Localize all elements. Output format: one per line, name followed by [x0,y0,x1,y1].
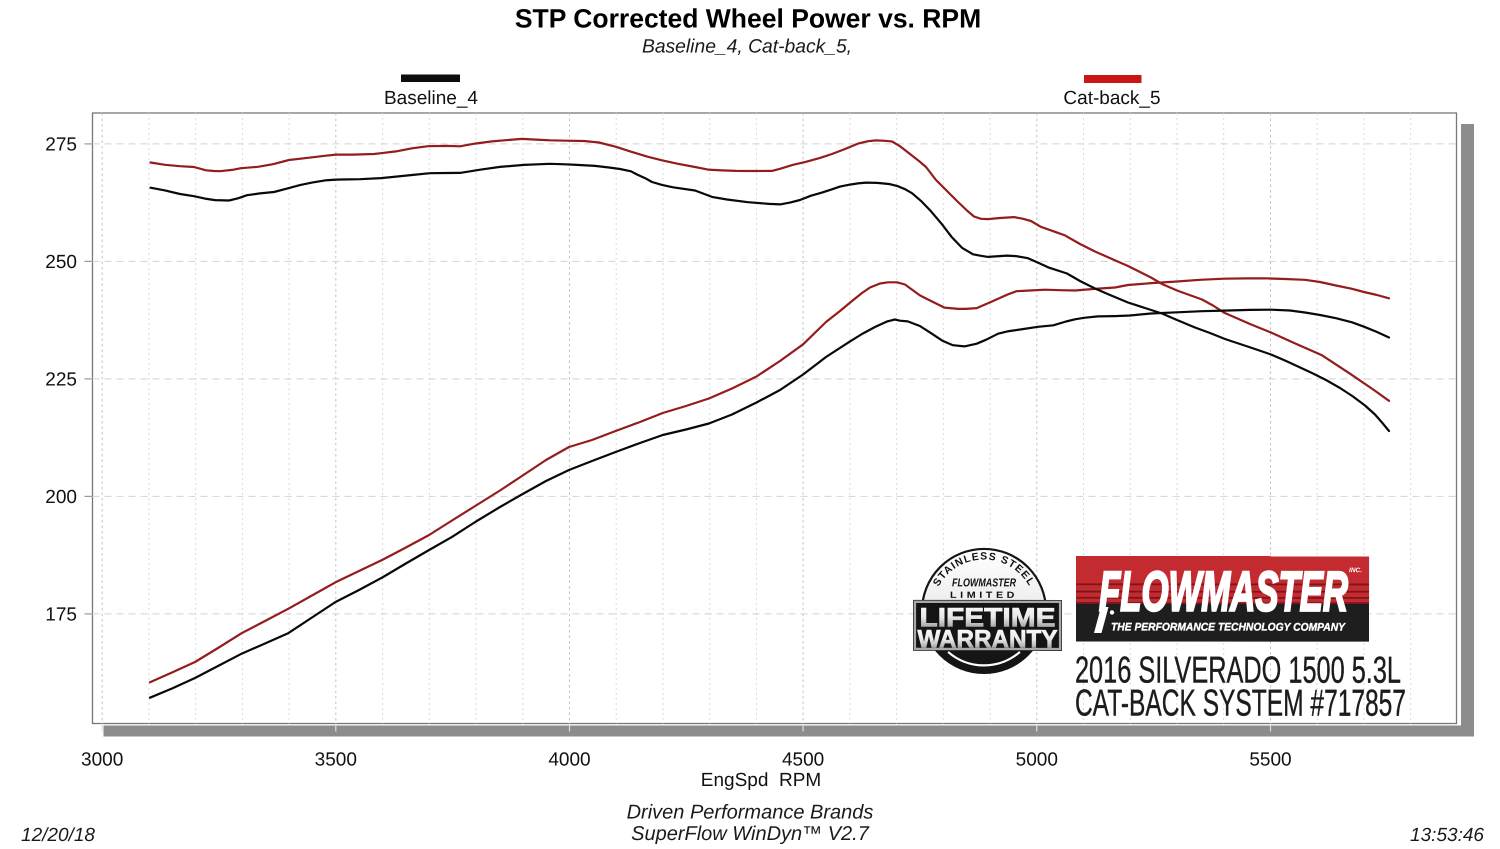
svg-text:WARRANTY: WARRANTY [917,625,1057,653]
svg-text:Cat-back_5: Cat-back_5 [1063,88,1160,109]
svg-text:5500: 5500 [1249,750,1291,771]
svg-text:4000: 4000 [548,750,590,771]
svg-text:200: 200 [45,487,77,508]
svg-text:4500: 4500 [782,750,824,771]
svg-text:13:53:46: 13:53:46 [1410,825,1484,844]
svg-text:Baseline_4: Baseline_4 [384,88,478,109]
svg-text:FLOWMASTER: FLOWMASTER [1099,559,1348,622]
svg-text:Baseline_4, Cat-back_5,: Baseline_4, Cat-back_5, [642,37,852,58]
svg-text:SuperFlow WinDyn™ V2.7: SuperFlow WinDyn™ V2.7 [631,823,870,844]
svg-text:FLOWMASTER: FLOWMASTER [952,577,1017,589]
svg-text:12/20/18: 12/20/18 [21,825,95,844]
svg-text:250: 250 [45,252,77,273]
svg-text:CAT-BACK SYSTEM #717857: CAT-BACK SYSTEM #717857 [1075,681,1406,723]
svg-text:THE PERFORMANCE TECHNOLOGY COM: THE PERFORMANCE TECHNOLOGY COMPANY [1111,621,1347,633]
svg-text:EngSpd RPM: EngSpd RPM [701,770,821,791]
svg-text:Driven Performance Brands: Driven Performance Brands [627,802,874,824]
svg-text:5000: 5000 [1016,750,1058,771]
svg-text:275: 275 [45,134,77,155]
svg-text:INC.: INC. [1349,567,1362,574]
svg-text:225: 225 [45,369,77,390]
svg-text:3500: 3500 [315,750,357,771]
svg-text:3000: 3000 [81,750,123,771]
svg-text:STP Corrected Wheel Power vs.: STP Corrected Wheel Power vs. RPM [515,4,981,34]
svg-text:LIMITED: LIMITED [950,590,1018,600]
svg-text:175: 175 [45,604,77,625]
